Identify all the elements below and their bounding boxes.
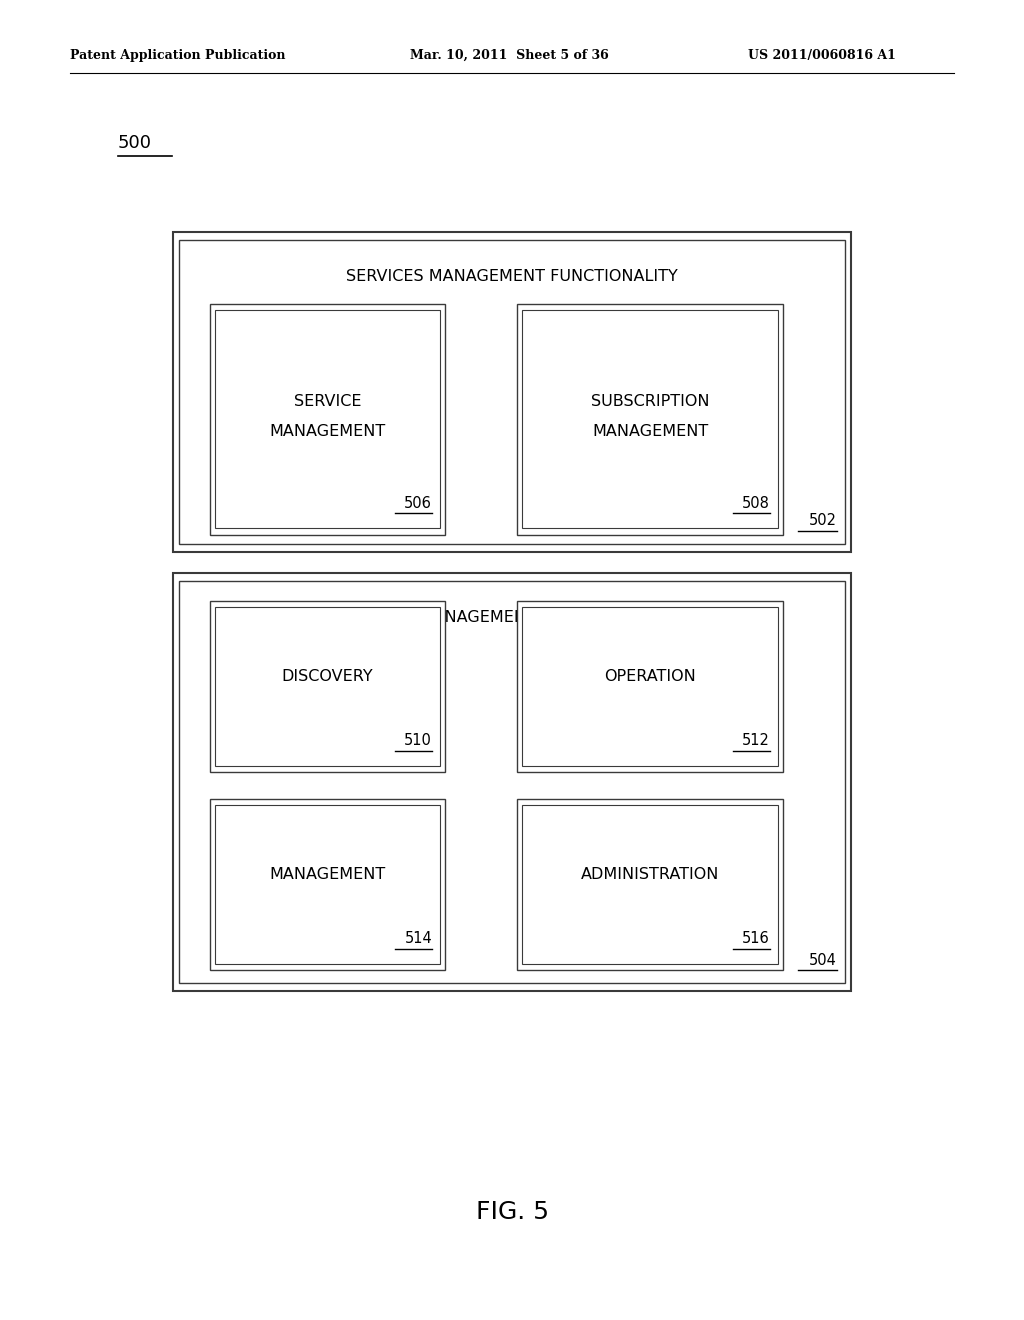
- Text: 504: 504: [809, 953, 837, 968]
- Bar: [179, 581, 845, 983]
- Bar: [522, 607, 778, 766]
- Bar: [215, 805, 440, 964]
- Text: US 2011/0060816 A1: US 2011/0060816 A1: [748, 49, 895, 62]
- Bar: [179, 240, 845, 544]
- Bar: [173, 573, 851, 991]
- Bar: [522, 310, 778, 528]
- Bar: [517, 601, 783, 772]
- Bar: [215, 310, 440, 528]
- Bar: [215, 607, 440, 766]
- Text: DISCOVERY: DISCOVERY: [282, 669, 374, 684]
- Bar: [173, 232, 851, 552]
- Bar: [517, 304, 783, 535]
- Text: DEVICE MANAGEMENT FUNCTIONALITY: DEVICE MANAGEMENT FUNCTIONALITY: [355, 610, 669, 624]
- Text: OPERATION: OPERATION: [604, 669, 696, 684]
- Text: SERVICES MANAGEMENT FUNCTIONALITY: SERVICES MANAGEMENT FUNCTIONALITY: [346, 269, 678, 284]
- Bar: [522, 805, 778, 964]
- Text: 500: 500: [118, 133, 152, 152]
- Text: 506: 506: [404, 496, 432, 511]
- Bar: [210, 799, 445, 970]
- Text: MANAGEMENT: MANAGEMENT: [269, 867, 386, 882]
- Text: FIG. 5: FIG. 5: [475, 1200, 549, 1224]
- Text: SERVICE: SERVICE: [294, 393, 361, 409]
- Text: ADMINISTRATION: ADMINISTRATION: [581, 867, 720, 882]
- Text: SUBSCRIPTION: SUBSCRIPTION: [591, 393, 710, 409]
- Text: 512: 512: [742, 734, 770, 748]
- Bar: [517, 799, 783, 970]
- Text: 516: 516: [742, 932, 770, 946]
- Text: 502: 502: [809, 513, 837, 528]
- Text: MANAGEMENT: MANAGEMENT: [592, 425, 709, 440]
- Text: Mar. 10, 2011  Sheet 5 of 36: Mar. 10, 2011 Sheet 5 of 36: [410, 49, 608, 62]
- Bar: [210, 304, 445, 535]
- Text: MANAGEMENT: MANAGEMENT: [269, 425, 386, 440]
- Bar: [210, 601, 445, 772]
- Text: 510: 510: [404, 734, 432, 748]
- Text: 514: 514: [404, 932, 432, 946]
- Text: Patent Application Publication: Patent Application Publication: [70, 49, 285, 62]
- Text: 508: 508: [742, 496, 770, 511]
